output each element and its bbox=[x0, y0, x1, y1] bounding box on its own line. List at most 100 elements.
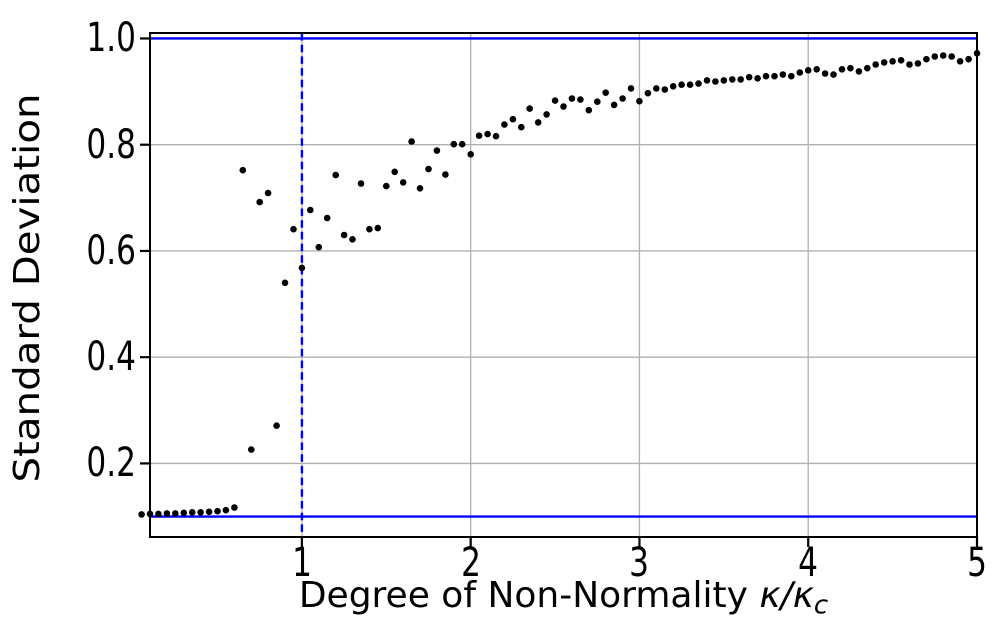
scatter-point bbox=[475, 132, 483, 139]
scatter-point bbox=[906, 61, 913, 68]
scatter-point bbox=[290, 225, 297, 233]
kappa-symbol: κ bbox=[792, 575, 814, 616]
scatter-point bbox=[383, 182, 390, 190]
scatter-point bbox=[779, 71, 787, 78]
scatter-point bbox=[458, 140, 466, 148]
scatter-point bbox=[307, 206, 314, 214]
x-axis-label: Degree of Non-Normality κ/κc bbox=[150, 574, 977, 623]
scatter-point bbox=[205, 508, 213, 516]
scatter-point bbox=[138, 511, 145, 518]
scatter-point bbox=[349, 236, 356, 243]
scatter-point bbox=[399, 179, 407, 186]
scatter-point bbox=[222, 506, 230, 514]
slash-symbol: / bbox=[780, 575, 793, 616]
scatter-point bbox=[931, 53, 939, 60]
scatter-point bbox=[864, 64, 871, 72]
scatter-point bbox=[602, 89, 609, 96]
scatter-point bbox=[298, 264, 306, 272]
scatter-point bbox=[804, 67, 812, 74]
scatter-point bbox=[501, 121, 508, 128]
x-axis-label-text: Degree of Non-Normality bbox=[298, 575, 760, 616]
scatter-point bbox=[357, 180, 365, 187]
scatter-point bbox=[965, 55, 972, 63]
scatter-point bbox=[678, 81, 685, 88]
scatter-point bbox=[847, 64, 854, 72]
scatter-point bbox=[653, 85, 660, 92]
scatter-point bbox=[323, 214, 331, 222]
scatter-point bbox=[737, 76, 744, 83]
scatter-point bbox=[416, 185, 424, 192]
scatter-point bbox=[155, 510, 162, 518]
scatter-point bbox=[408, 138, 415, 145]
scatter-point bbox=[880, 59, 888, 66]
scatter-point bbox=[340, 231, 348, 239]
scatter-point bbox=[281, 279, 289, 287]
scatter-point bbox=[197, 509, 204, 516]
scatter-point bbox=[374, 224, 382, 232]
scatter-point bbox=[813, 66, 820, 73]
kappa-symbol: κ bbox=[759, 575, 781, 616]
x-tick-label: 4 bbox=[798, 540, 819, 586]
y-tick-label: 0.6 bbox=[86, 227, 136, 274]
scatter-point bbox=[855, 68, 863, 75]
scatter-point bbox=[568, 95, 576, 102]
scatter-point bbox=[889, 58, 896, 65]
scatter-point bbox=[509, 115, 517, 123]
scatter-point bbox=[897, 57, 905, 64]
scatter-point bbox=[644, 89, 652, 97]
scatter-point bbox=[534, 119, 542, 126]
scatter-point bbox=[315, 243, 323, 251]
scatter-point bbox=[585, 106, 593, 114]
y-axis-label: Standard Deviation bbox=[7, 93, 48, 483]
scatter-point bbox=[273, 422, 280, 430]
scatter-point bbox=[762, 72, 770, 80]
scatter-point bbox=[214, 507, 221, 515]
scatter-point bbox=[163, 510, 171, 517]
scatter-point bbox=[366, 225, 373, 233]
scatter-point bbox=[923, 55, 930, 63]
scatter-point bbox=[188, 509, 196, 516]
scatter-point bbox=[450, 140, 458, 148]
x-tick-label: 1 bbox=[291, 540, 312, 586]
y-tick-label: 1.0 bbox=[86, 15, 136, 62]
scatter-point bbox=[467, 151, 475, 158]
scatter-point bbox=[248, 446, 255, 453]
scatter-point bbox=[771, 72, 778, 80]
scatter-point bbox=[239, 166, 247, 174]
y-tick-label: 0.4 bbox=[86, 334, 136, 381]
scatter-point bbox=[729, 76, 736, 83]
scatter-point bbox=[956, 58, 964, 65]
scatter-point bbox=[830, 71, 837, 78]
scatter-point bbox=[172, 510, 179, 517]
scatter-point bbox=[838, 66, 846, 73]
scatter-point bbox=[821, 70, 829, 77]
x-tick-label: 5 bbox=[967, 540, 987, 586]
plot-border bbox=[149, 32, 978, 538]
scatter-point bbox=[720, 77, 728, 84]
scatter-point bbox=[526, 105, 533, 112]
scatter-point bbox=[627, 85, 635, 92]
scatter-point bbox=[796, 69, 804, 76]
scatter-point bbox=[146, 510, 154, 518]
scatter-point bbox=[425, 165, 432, 173]
scatter-point bbox=[231, 504, 238, 511]
scatter-point bbox=[180, 509, 188, 517]
scatter-point bbox=[754, 75, 761, 82]
scatter-point bbox=[745, 73, 753, 81]
scatter-point bbox=[332, 171, 340, 179]
x-tick-label: 3 bbox=[629, 540, 650, 586]
scatter-point bbox=[939, 52, 947, 59]
y-tick-label: 0.8 bbox=[86, 121, 136, 168]
x-tick-label: 2 bbox=[460, 540, 481, 586]
scatter-point bbox=[391, 168, 399, 176]
scatter-point bbox=[973, 50, 981, 57]
scatter-point bbox=[492, 132, 500, 140]
scatter-point bbox=[577, 96, 584, 103]
scatter-point bbox=[788, 72, 795, 80]
scatter-point bbox=[518, 123, 525, 131]
scatter-point bbox=[661, 86, 669, 93]
scatter-point bbox=[560, 103, 567, 110]
scatter-point bbox=[264, 189, 272, 197]
scatter-point bbox=[948, 53, 955, 60]
